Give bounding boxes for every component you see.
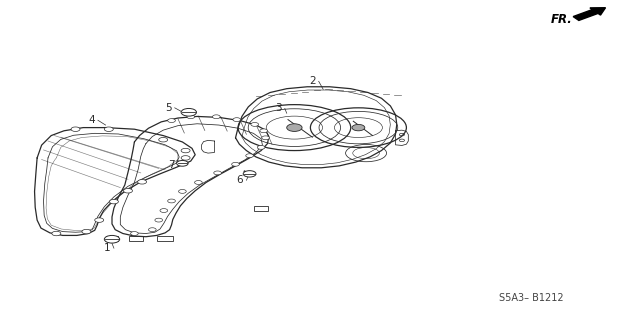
Circle shape xyxy=(159,137,168,142)
Circle shape xyxy=(251,122,259,126)
Circle shape xyxy=(212,115,220,119)
Text: 3: 3 xyxy=(275,103,282,114)
Circle shape xyxy=(95,218,104,222)
Circle shape xyxy=(257,145,265,149)
Bar xyxy=(106,236,118,241)
Circle shape xyxy=(233,118,241,122)
Circle shape xyxy=(168,119,175,122)
Circle shape xyxy=(168,199,175,203)
Circle shape xyxy=(246,154,253,158)
Circle shape xyxy=(181,148,190,153)
Circle shape xyxy=(109,199,118,204)
Circle shape xyxy=(104,127,113,131)
Bar xyxy=(254,206,268,211)
Circle shape xyxy=(260,129,268,133)
Circle shape xyxy=(155,218,163,222)
Circle shape xyxy=(214,171,221,175)
Circle shape xyxy=(399,139,404,142)
Circle shape xyxy=(181,108,196,116)
Circle shape xyxy=(195,181,202,184)
Text: S5A3– B1212: S5A3– B1212 xyxy=(499,293,564,303)
Bar xyxy=(129,236,143,241)
FancyArrow shape xyxy=(573,8,605,20)
Circle shape xyxy=(352,124,365,131)
Circle shape xyxy=(52,231,61,236)
Circle shape xyxy=(262,136,269,140)
Text: 7: 7 xyxy=(168,160,175,170)
Text: 4: 4 xyxy=(88,115,95,125)
Circle shape xyxy=(138,180,147,184)
Circle shape xyxy=(104,235,120,243)
Circle shape xyxy=(243,171,256,177)
Circle shape xyxy=(287,124,302,131)
Circle shape xyxy=(179,189,186,193)
Circle shape xyxy=(124,189,132,193)
Circle shape xyxy=(82,229,91,234)
Circle shape xyxy=(131,232,138,235)
Circle shape xyxy=(148,228,156,232)
Circle shape xyxy=(232,162,239,166)
Circle shape xyxy=(160,209,168,212)
Text: 2: 2 xyxy=(309,76,316,86)
Text: 1: 1 xyxy=(104,243,111,253)
Circle shape xyxy=(71,127,80,131)
Circle shape xyxy=(399,133,404,136)
Text: 5: 5 xyxy=(165,103,172,113)
Circle shape xyxy=(181,156,190,160)
Bar xyxy=(157,236,173,241)
Circle shape xyxy=(177,160,188,166)
Text: 6: 6 xyxy=(237,175,243,185)
Text: FR.: FR. xyxy=(551,13,573,26)
Circle shape xyxy=(187,115,195,119)
